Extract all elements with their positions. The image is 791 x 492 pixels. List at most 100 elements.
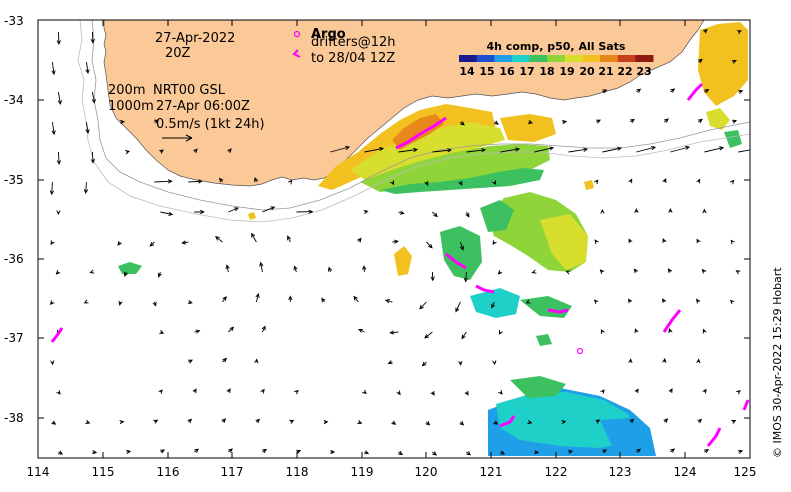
sst-layer: [118, 22, 748, 456]
current-arrow: [432, 451, 437, 456]
current-arrow: [51, 121, 56, 136]
current-arrow: [159, 149, 164, 154]
current-arrow: [491, 301, 496, 309]
current-arrow: [628, 298, 633, 304]
current-arrow: [527, 419, 533, 424]
current-arrow: [85, 61, 90, 75]
current-arrow: [426, 241, 433, 249]
current-arrow: [321, 297, 326, 303]
current-arrow: [49, 300, 55, 305]
current-arrow: [458, 180, 463, 186]
current-arrow: [221, 418, 227, 423]
current-arrow: [425, 421, 431, 426]
current-arrow: [51, 61, 56, 76]
current-arrow: [154, 119, 160, 124]
current-arrow: [628, 178, 633, 184]
current-arrow: [293, 265, 298, 273]
current-arrow: [56, 151, 62, 166]
current-arrow: [636, 88, 642, 93]
current-arrow: [634, 388, 639, 394]
current-arrow: [259, 261, 264, 273]
current-arrow: [83, 181, 89, 195]
current-arrow: [421, 361, 427, 367]
colorbar-swatch: [600, 55, 619, 62]
current-arrow: [464, 390, 469, 396]
current-arrow: [697, 418, 703, 424]
current-arrow: [596, 119, 602, 124]
colorbar-swatch: [529, 55, 548, 62]
isobath-1000m: [77, 20, 750, 223]
current-arrow: [89, 269, 95, 274]
current-arrow: [353, 295, 359, 303]
y-tick-label: -36: [4, 252, 24, 266]
current-arrow: [187, 299, 193, 305]
current-arrow: [153, 419, 159, 424]
current-arrow: [670, 448, 676, 453]
current-arrow: [668, 207, 673, 213]
current-arrow: [732, 119, 738, 124]
argo-marker-icon: [293, 30, 301, 38]
current-arrow: [494, 120, 500, 125]
current-arrow: [188, 359, 194, 364]
colorbar-tick: 17: [519, 65, 534, 78]
colorbar-swatch: [459, 55, 478, 62]
current-arrow: [704, 146, 725, 153]
current-arrow: [696, 178, 701, 184]
current-arrow: [358, 328, 365, 333]
current-arrow: [296, 209, 314, 214]
current-arrow: [534, 449, 540, 455]
current-arrow: [668, 328, 673, 334]
current-arrow: [735, 270, 741, 275]
current-arrow: [736, 390, 741, 395]
current-arrow: [56, 31, 61, 46]
current-arrow: [289, 419, 295, 424]
current-arrow: [188, 179, 203, 184]
current-arrow: [287, 235, 291, 243]
current-arrow: [662, 298, 667, 304]
current-arrow: [730, 239, 735, 245]
current-arrow: [729, 179, 735, 185]
current-arrow: [702, 328, 707, 334]
current-arrow: [492, 180, 497, 185]
colorbar-swatches: [459, 55, 654, 62]
current-arrow: [323, 419, 329, 425]
colorbar-swatch: [547, 55, 566, 62]
x-tick-label: 117: [221, 465, 244, 479]
current-arrow: [738, 449, 744, 454]
current-arrow: [634, 208, 639, 214]
colorbar-tick: 14: [459, 65, 475, 78]
colorbar-title: 4h comp, p50, All Sats: [487, 40, 626, 53]
current-arrow: [463, 271, 469, 283]
colorbar-tick: 23: [636, 65, 651, 78]
current-arrow: [160, 449, 166, 454]
current-arrow: [362, 389, 367, 395]
current-arrow: [83, 299, 89, 304]
current-arrow: [396, 390, 401, 396]
vector-scale-label: 0.5m/s (1kt 24h): [156, 117, 265, 132]
current-arrow: [424, 180, 429, 186]
current-arrow: [364, 450, 370, 455]
current-arrow: [455, 301, 461, 313]
depth-1000m-label: 27-Apr 06:00Z: [156, 99, 250, 114]
current-arrow: [701, 268, 707, 274]
current-arrow: [498, 389, 503, 395]
colorbar-swatch: [617, 55, 636, 62]
colorbar-swatch: [511, 55, 530, 62]
current-arrow: [738, 89, 744, 94]
current-arrow: [466, 451, 472, 456]
current-arrow: [390, 180, 395, 186]
sst-colorbar: 4h comp, p50, All Sats 14 15 16 17 18 19…: [459, 40, 654, 78]
x-tick-label: 114: [27, 465, 50, 479]
current-arrow: [160, 211, 174, 216]
current-arrow: [225, 264, 230, 273]
current-arrow: [696, 238, 701, 244]
current-arrow: [227, 148, 232, 154]
credit-text: © IMOS 30-Apr-2022 15:29 Hobart: [771, 267, 784, 458]
current-arrow: [181, 240, 189, 245]
current-arrow: [226, 388, 231, 394]
current-arrow: [525, 299, 531, 304]
current-arrow: [602, 89, 608, 94]
x-tick-label: 122: [545, 465, 568, 479]
colorbar-swatch: [476, 55, 495, 62]
current-arrow: [697, 58, 703, 64]
